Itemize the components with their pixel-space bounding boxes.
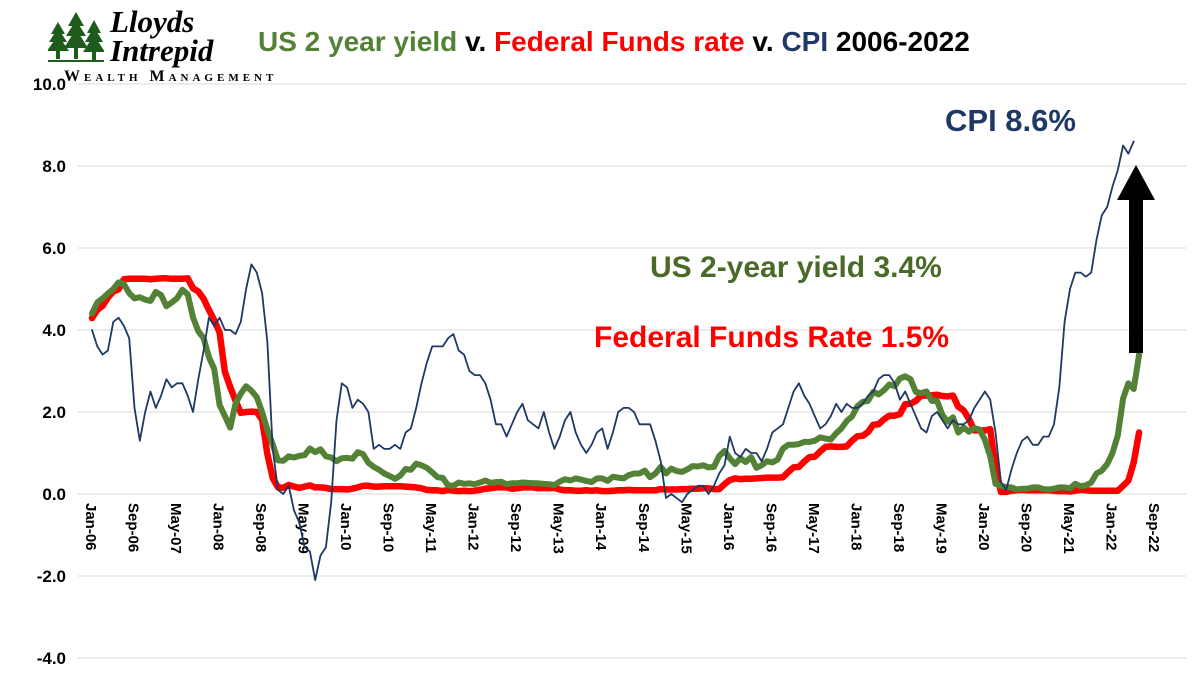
x-axis-label: Sep-22 — [1145, 503, 1162, 552]
series-line-cpi — [91, 140, 1135, 581]
annotation-yield: US 2-year yield 3.4% — [650, 251, 942, 284]
x-axis-label: Sep-16 — [762, 503, 779, 552]
chart-title: US 2 year yield v. Federal Funds rate v.… — [258, 26, 970, 58]
x-axis-label: May-15 — [677, 503, 694, 554]
x-axis-label: Sep-14 — [635, 503, 652, 553]
x-axis-label: May-21 — [1060, 503, 1077, 554]
annotation-ffr: Federal Funds Rate 1.5% — [594, 321, 950, 354]
y-axis-label: 8.0 — [42, 157, 66, 176]
x-axis-label: Jan-14 — [592, 503, 609, 551]
logo-name-line2: Intrepid — [110, 32, 214, 68]
title-yield-part: US 2 year yield — [258, 26, 458, 57]
logo-subtitle: Wealth Management — [64, 68, 278, 86]
y-axis-label: 2.0 — [42, 403, 66, 422]
y-axis-label: 4.0 — [42, 321, 66, 340]
y-axis-label: 10.0 — [33, 75, 66, 94]
series-line-yield — [89, 279, 1143, 493]
annotation-cpi: CPI 8.6% — [945, 103, 1076, 138]
x-axis-label: May-17 — [805, 503, 822, 554]
title-cpi-part: CPI — [781, 26, 829, 57]
x-axis-label: Jan-12 — [465, 503, 482, 551]
logo-name-line1: Lloyds — [110, 4, 195, 39]
trees-icon — [48, 12, 104, 62]
title-years-part: 2006-2022 — [828, 26, 970, 57]
x-axis-label: Sep-06 — [125, 503, 142, 552]
x-axis-label: Sep-18 — [890, 503, 907, 552]
x-axis-label: Sep-10 — [380, 503, 397, 552]
y-axis-label: 6.0 — [42, 239, 66, 258]
title-ffr-part: Federal Funds rate — [494, 26, 745, 57]
x-axis-label: Jan-16 — [720, 503, 737, 551]
x-axis-label: Sep-08 — [252, 503, 269, 552]
title-separator: v. — [744, 26, 782, 57]
x-axis-label: May-09 — [295, 503, 312, 554]
x-axis-label: Jan-08 — [210, 503, 227, 551]
x-axis-label: Sep-12 — [507, 503, 524, 552]
x-axis-label: Jan-22 — [1102, 503, 1119, 551]
logo-name: Lloyds Intrepid — [110, 4, 277, 68]
x-axis-label: Sep-20 — [1017, 503, 1034, 552]
x-axis-label: May-13 — [550, 503, 567, 554]
title-separator: v. — [457, 26, 495, 57]
series-line-ffr — [88, 275, 1143, 496]
y-axis-label: -2.0 — [37, 567, 66, 586]
x-axis-label: May-11 — [422, 503, 439, 553]
y-axis-label: -4.0 — [37, 649, 66, 668]
x-axis-label: May-07 — [167, 503, 184, 554]
x-axis-label: Jan-10 — [337, 503, 354, 551]
x-axis-label: May-19 — [932, 503, 949, 554]
x-axis-label: Jan-20 — [975, 503, 992, 551]
x-axis-label: Jan-18 — [847, 503, 864, 551]
x-axis-label: Jan-06 — [82, 503, 99, 551]
logo: Lloyds Intrepid Wealth Management — [48, 4, 278, 86]
y-axis-label: 0.0 — [42, 485, 66, 504]
